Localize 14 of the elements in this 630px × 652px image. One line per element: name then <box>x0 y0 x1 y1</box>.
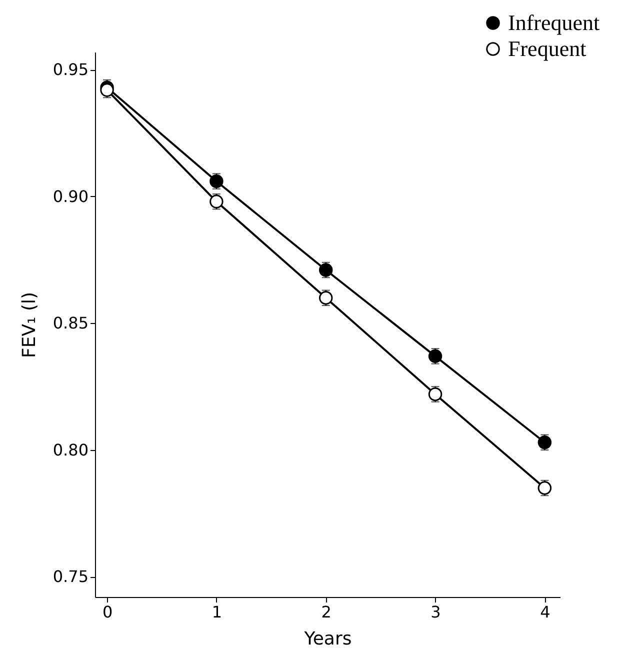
legend-label: Infrequent <box>508 10 600 35</box>
y-tick-label: 0.95 <box>52 60 88 80</box>
y-tick-label: 0.90 <box>52 186 88 206</box>
x-tick-label: 4 <box>540 602 550 622</box>
y-tick-label: 0.75 <box>52 567 88 586</box>
x-tick-label: 1 <box>212 602 222 622</box>
y-tick-label: 0.85 <box>52 314 88 333</box>
x-tick-label: 0 <box>102 602 113 622</box>
legend-label: Frequent <box>508 36 586 61</box>
y-tick-label: 0.80 <box>52 440 88 460</box>
x-tick-label: 3 <box>430 602 441 622</box>
x-tick-label: 2 <box>321 602 332 622</box>
x-axis-title: Years <box>303 628 352 650</box>
y-axis-title: FEV₁ (l) <box>18 292 40 358</box>
